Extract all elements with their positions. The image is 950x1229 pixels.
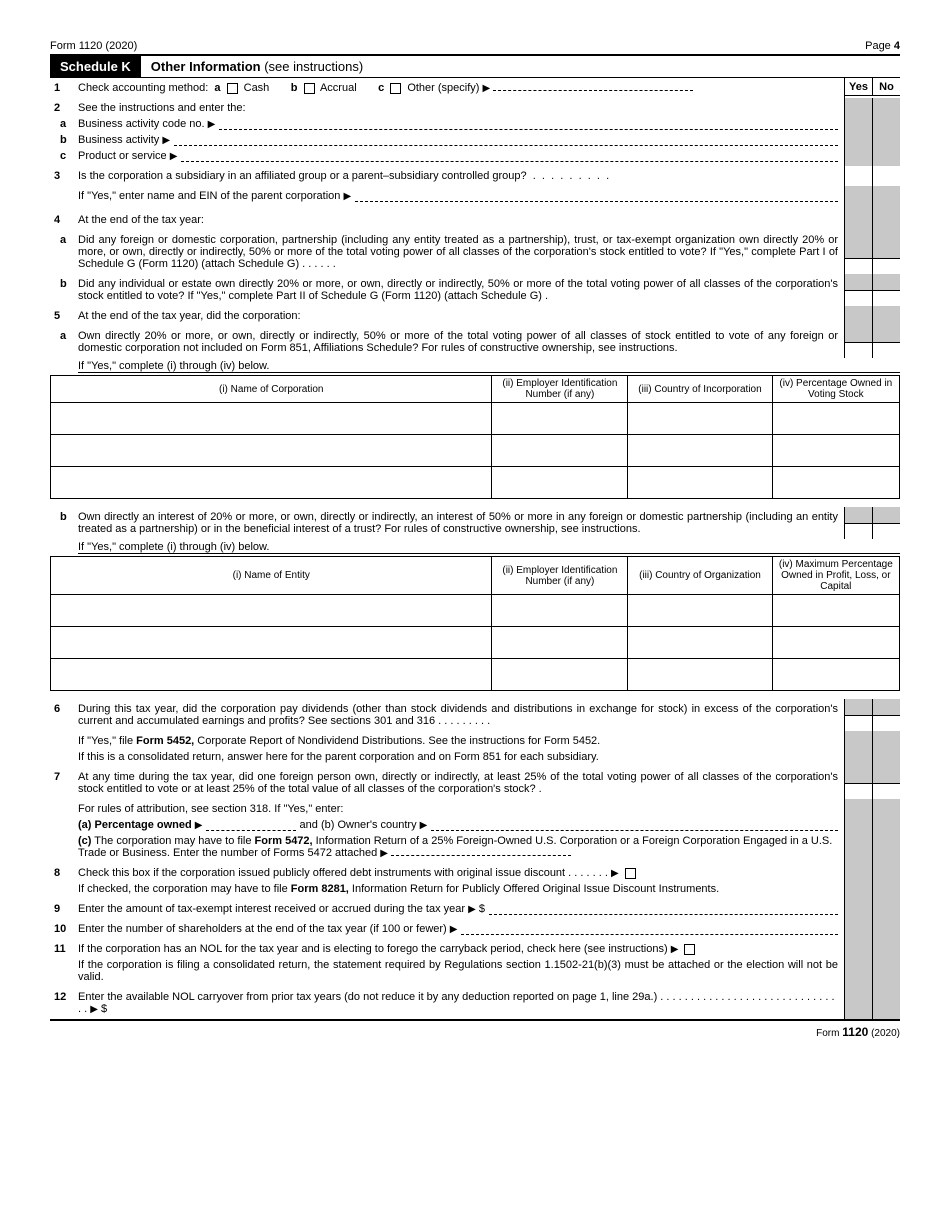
table-5a: (i) Name of Corporation (ii) Employer Id… bbox=[50, 375, 900, 499]
schedule-k-box: Schedule K bbox=[50, 56, 141, 78]
line-5a-sub: If "Yes," complete (i) through (iv) belo… bbox=[78, 360, 900, 373]
line-7c: (a) Percentage owned ▶ and (b) Owner's c… bbox=[78, 819, 844, 831]
line-11b: If the corporation is filing a consolida… bbox=[78, 959, 844, 983]
yn-4a-yes[interactable] bbox=[845, 259, 873, 274]
yn-5a-yes[interactable] bbox=[845, 343, 873, 358]
yn-3-yes[interactable] bbox=[845, 166, 873, 186]
table-5a-h4: (iv) Percentage Owned in Voting Stock bbox=[772, 376, 899, 403]
yn-6-no[interactable] bbox=[873, 716, 900, 731]
line-4a: Did any foreign or domestic corporation,… bbox=[78, 234, 844, 270]
input-2c[interactable] bbox=[181, 150, 838, 162]
yn-7-no[interactable] bbox=[873, 784, 900, 799]
schedule-title: Other Information (see instructions) bbox=[141, 56, 900, 78]
line-8a: Check this box if the corporation issued… bbox=[78, 867, 844, 879]
input-9[interactable] bbox=[489, 903, 838, 915]
line-8b: If checked, the corporation may have to … bbox=[78, 883, 844, 895]
input-2a[interactable] bbox=[219, 118, 838, 130]
yn-5b-yes[interactable] bbox=[845, 524, 873, 539]
line-6c: If this is a consolidated return, answer… bbox=[78, 751, 844, 763]
table-5b-h1: (i) Name of Entity bbox=[51, 557, 492, 595]
table-5b-h3: (iii) Country of Organization bbox=[628, 557, 772, 595]
line-3-sub: If "Yes," enter name and EIN of the pare… bbox=[78, 190, 844, 202]
checkbox-8[interactable] bbox=[625, 868, 636, 879]
line-1-num: 1 bbox=[50, 82, 78, 94]
line-2: See the instructions and enter the: bbox=[78, 102, 844, 114]
line-6b: If "Yes," file Form 5452, Corporate Repo… bbox=[78, 735, 844, 747]
line-2b: Business activity ▶ bbox=[78, 134, 844, 146]
checkbox-cash[interactable] bbox=[227, 83, 238, 94]
checkbox-accrual[interactable] bbox=[304, 83, 315, 94]
line-5a: Own directly 20% or more, or own, direct… bbox=[78, 330, 844, 354]
line-5: At the end of the tax year, did the corp… bbox=[78, 310, 844, 322]
line-7d: (c) The corporation may have to file For… bbox=[78, 835, 844, 859]
table-5b-h4: (iv) Maximum Percentage Owned in Profit,… bbox=[772, 557, 899, 595]
table-row[interactable] bbox=[51, 659, 492, 691]
line-1: Check accounting method: a Cash b Accrua… bbox=[78, 82, 844, 94]
form-header-left: Form 1120 (2020) bbox=[50, 40, 137, 52]
footer: Form 1120 (2020) bbox=[50, 1021, 900, 1039]
yn-4b-yes[interactable] bbox=[845, 291, 873, 306]
other-specify-input[interactable] bbox=[493, 90, 693, 91]
yn-5b-no[interactable] bbox=[873, 524, 900, 539]
input-2b[interactable] bbox=[174, 134, 838, 146]
table-row[interactable] bbox=[51, 595, 492, 627]
line-10: Enter the number of shareholders at the … bbox=[78, 923, 844, 935]
page-label: Page 4 bbox=[865, 40, 900, 52]
yn-6-yes[interactable] bbox=[845, 716, 873, 731]
input-7b[interactable] bbox=[431, 819, 838, 831]
line-3: Is the corporation a subsidiary in an af… bbox=[78, 170, 844, 182]
table-row[interactable] bbox=[51, 435, 492, 467]
table-row[interactable] bbox=[51, 467, 492, 499]
input-7a[interactable] bbox=[206, 819, 296, 831]
input-3[interactable] bbox=[355, 190, 838, 202]
yn-5a-no[interactable] bbox=[873, 343, 900, 358]
line-7b: For rules of attribution, see section 31… bbox=[78, 803, 844, 815]
table-row[interactable] bbox=[51, 403, 492, 435]
checkbox-11[interactable] bbox=[684, 944, 695, 955]
line-2c: Product or service ▶ bbox=[78, 150, 844, 162]
line-6a: During this tax year, did the corporatio… bbox=[78, 703, 844, 727]
line-9: Enter the amount of tax-exempt interest … bbox=[78, 903, 844, 915]
input-7c[interactable] bbox=[391, 855, 571, 856]
yn-7-yes[interactable] bbox=[845, 784, 873, 799]
line-2a: Business activity code no. ▶ bbox=[78, 118, 844, 130]
table-5a-h1: (i) Name of Corporation bbox=[51, 376, 492, 403]
table-5b: (i) Name of Entity (ii) Employer Identif… bbox=[50, 556, 900, 691]
line-12: Enter the available NOL carryover from p… bbox=[78, 991, 844, 1015]
input-10[interactable] bbox=[461, 923, 838, 935]
line-4b: Did any individual or estate own directl… bbox=[78, 278, 844, 302]
yn-3-no[interactable] bbox=[873, 166, 900, 186]
line-7a: At any time during the tax year, did one… bbox=[78, 771, 844, 795]
yn-4a-no[interactable] bbox=[873, 259, 900, 274]
line-5b-sub: If "Yes," complete (i) through (iv) belo… bbox=[78, 541, 900, 554]
line-5b: Own directly an interest of 20% or more,… bbox=[78, 511, 844, 535]
checkbox-other[interactable] bbox=[390, 83, 401, 94]
line-4: At the end of the tax year: bbox=[78, 214, 844, 226]
yes-header: Yes bbox=[845, 78, 873, 95]
no-header: No bbox=[873, 78, 900, 95]
table-5b-h2: (ii) Employer Identification Number (if … bbox=[492, 557, 628, 595]
table-5a-h3: (iii) Country of Incorporation bbox=[628, 376, 772, 403]
yn-4b-no[interactable] bbox=[873, 291, 900, 306]
table-5a-h2: (ii) Employer Identification Number (if … bbox=[492, 376, 628, 403]
table-row[interactable] bbox=[51, 627, 492, 659]
line-11a: If the corporation has an NOL for the ta… bbox=[78, 943, 844, 955]
